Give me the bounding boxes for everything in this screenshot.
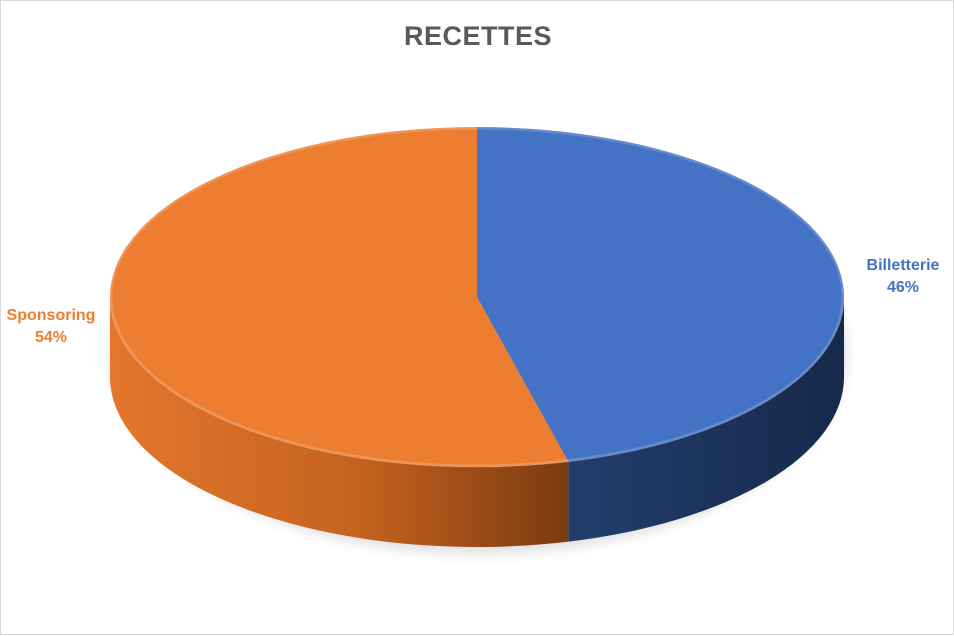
data-label-sponsoring: Sponsoring 54% bbox=[7, 307, 96, 346]
data-label-category: Sponsoring bbox=[7, 307, 96, 324]
chart-title: RECETTES bbox=[403, 21, 553, 51]
pie-slice-billetterie bbox=[477, 127, 845, 462]
data-label-percent: 54% bbox=[35, 329, 67, 346]
data-label-percent: 46% bbox=[887, 279, 919, 296]
pie-rim-highlight bbox=[109, 126, 845, 468]
data-label-billetterie: Billetterie 46% bbox=[867, 257, 940, 296]
data-label-category: Billetterie bbox=[867, 257, 940, 274]
pie-slice-side-sponsoring bbox=[110, 297, 569, 547]
pie-slice-side-billetterie bbox=[568, 297, 844, 542]
pie-slice-sponsoring bbox=[110, 127, 569, 467]
